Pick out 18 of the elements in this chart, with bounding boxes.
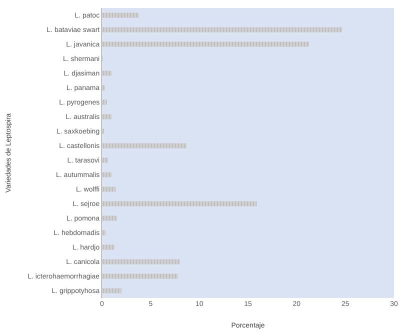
bar: [102, 143, 187, 148]
bar: [102, 114, 112, 120]
bar: [102, 158, 108, 163]
bar: [102, 172, 112, 178]
bar: [102, 216, 117, 221]
bar: [102, 230, 106, 236]
bar: [102, 100, 107, 105]
bar: [102, 259, 180, 264]
bar: [102, 85, 105, 90]
bar: [102, 12, 139, 18]
bar: [102, 288, 122, 294]
bar: [102, 201, 257, 206]
bar: [102, 27, 342, 32]
bar: [102, 244, 115, 250]
bar: [102, 186, 116, 192]
bar: [102, 42, 310, 47]
bar: [102, 70, 112, 76]
bar: [102, 274, 178, 279]
